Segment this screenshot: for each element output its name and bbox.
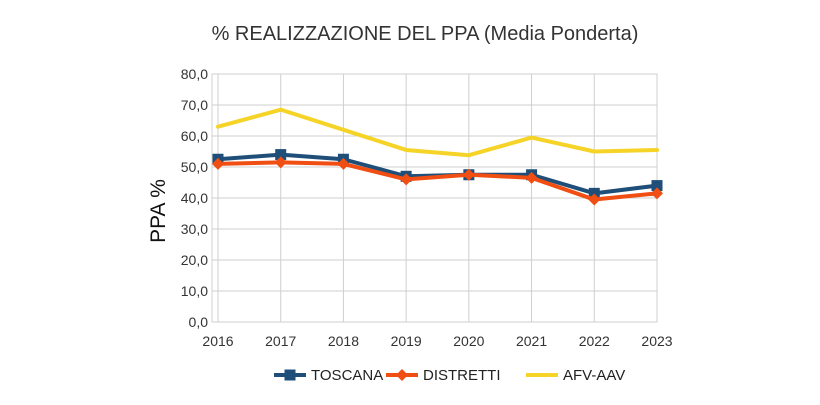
y-tick-label: 40,0	[181, 190, 208, 206]
x-tick-label: 2020	[453, 333, 484, 349]
legend-label-distretti: DISTRETTI	[423, 367, 501, 384]
x-tick-label: 2022	[579, 333, 610, 349]
chart-title: % REALIZZAZIONE DEL PPA (Media Ponderta)	[212, 23, 639, 45]
y-tick-label: 20,0	[181, 252, 208, 268]
data-point-distretti	[337, 157, 350, 170]
series-group	[212, 107, 663, 206]
y-tick-label: 10,0	[181, 283, 208, 299]
x-tick-label: 2019	[391, 333, 422, 349]
x-tick-label: 2018	[328, 333, 359, 349]
data-point-distretti	[274, 156, 287, 169]
x-tick-label: 2016	[202, 333, 233, 349]
y-tick-label: 80,0	[181, 66, 208, 82]
data-point-distretti	[651, 187, 663, 200]
y-tick-label: 30,0	[181, 221, 208, 237]
y-axis-label: PPA %	[147, 179, 170, 243]
x-tick-label: 2021	[516, 333, 547, 349]
data-point-distretti	[525, 171, 538, 184]
data-point-distretti	[400, 173, 413, 186]
legend: TOSCANA DISTRETTI AFV-AAV	[274, 367, 625, 384]
y-tick-label: 0,0	[189, 314, 209, 330]
x-axis-ticks: 2016 2017 2018 2019 2020 2021 2022 2023	[202, 333, 672, 349]
y-tick-label: 50,0	[181, 159, 208, 175]
x-tick-label: 2017	[265, 333, 296, 349]
legend-marker	[284, 369, 296, 381]
x-tick-label: 2023	[641, 333, 672, 349]
data-point-distretti	[212, 157, 224, 170]
data-point-toscana	[588, 187, 600, 199]
legend-marker	[396, 369, 408, 381]
data-point-toscana	[651, 180, 663, 192]
data-point-distretti	[462, 168, 475, 181]
data-point-toscana	[275, 149, 287, 161]
series-line-afv-aav	[216, 107, 659, 158]
y-tick-label: 70,0	[181, 97, 208, 113]
gridlines	[212, 73, 658, 323]
legend-label-toscana: TOSCANA	[311, 367, 383, 384]
y-axis-ticks: 0,0 10,0 20,0 30,0 40,0 50,0 60,0 70,0 80,0	[181, 66, 208, 330]
series-line-distretti	[216, 160, 659, 202]
y-tick-label: 60,0	[181, 128, 208, 144]
data-point-distretti	[588, 193, 601, 206]
legend-label-afv-aav: AFV-AAV	[563, 367, 625, 384]
